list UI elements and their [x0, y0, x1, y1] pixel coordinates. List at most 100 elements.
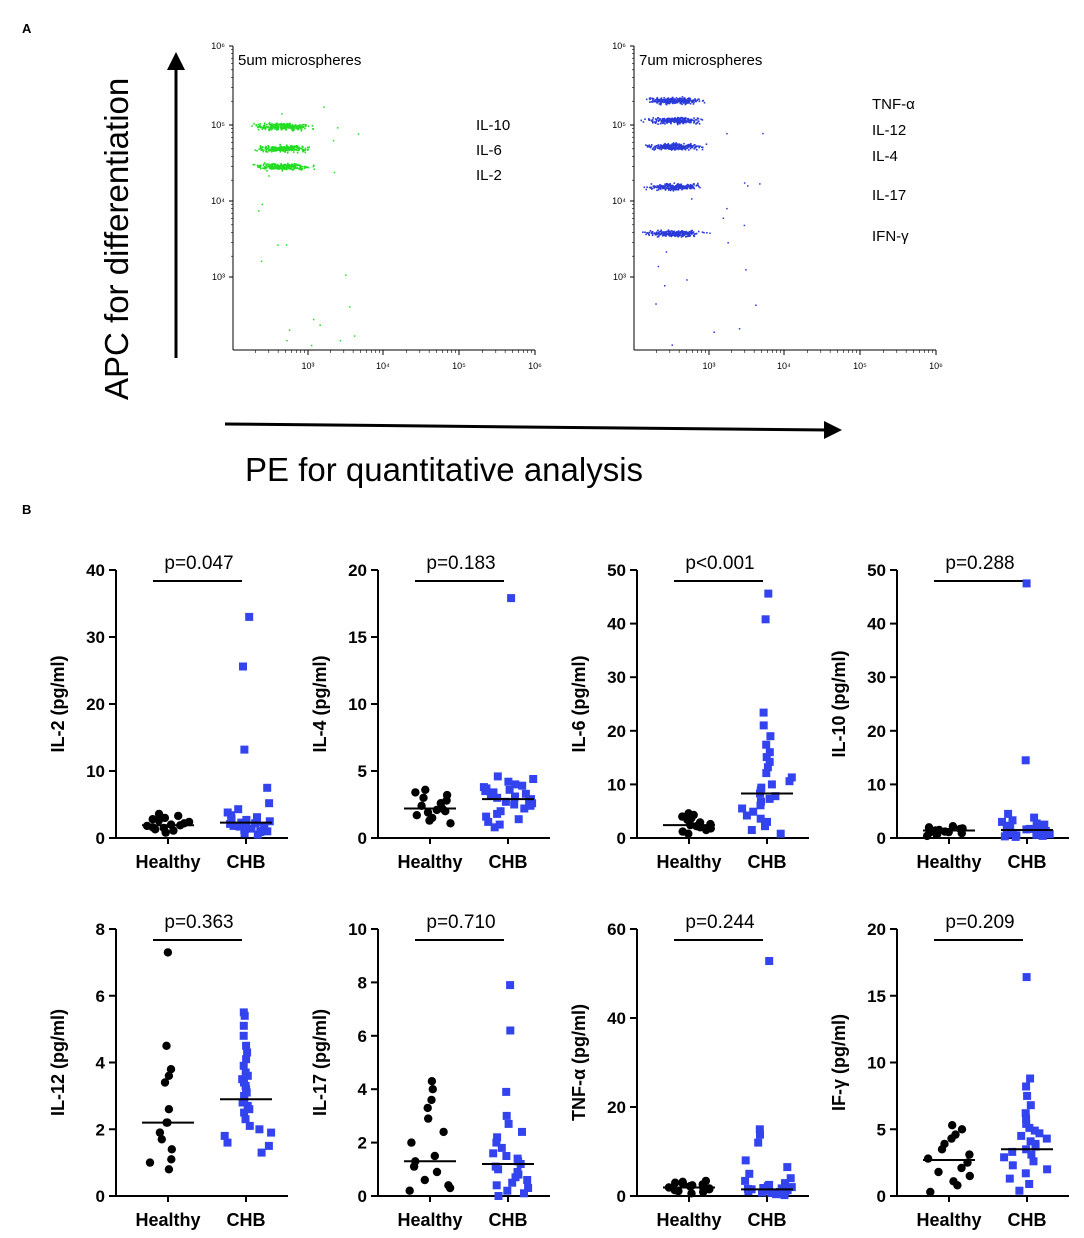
data-point-healthy [423, 808, 433, 817]
flow-event [259, 123, 261, 125]
flow-event [279, 123, 282, 126]
flow-event [655, 100, 658, 103]
flow-event [312, 165, 315, 168]
data-point-healthy [671, 1178, 680, 1187]
flow-event-scatter [727, 242, 729, 244]
flow-event [681, 103, 683, 106]
flow-event [682, 117, 684, 120]
flow-event [668, 101, 670, 104]
flow-event [671, 119, 673, 122]
data-point-healthy [439, 1127, 448, 1137]
flow-event [270, 150, 273, 153]
flow-event [676, 188, 678, 191]
flow-event [694, 99, 697, 102]
series-chb [738, 589, 796, 838]
flow-event [671, 188, 673, 190]
data-point-chb [491, 1162, 500, 1171]
series-chb [479, 594, 538, 832]
y-tick-label: 30 [86, 628, 105, 647]
data-point-chb [504, 1119, 513, 1128]
series-healthy [923, 1121, 974, 1197]
flow-event [299, 124, 301, 126]
data-point-chb [239, 1021, 248, 1030]
y-axis-label: IL-12 (pg/ml) [48, 1009, 68, 1116]
flow-event [693, 148, 696, 150]
data-point-chb [1004, 821, 1013, 830]
flow-x-axis-label: PE for quantitative analysis [245, 451, 643, 488]
y-axis-label: IL-17 (pg/ml) [310, 1009, 330, 1116]
flow-event [257, 123, 260, 126]
flow-event-scatter [663, 143, 665, 146]
flow-event [302, 150, 304, 153]
bead-label: IL-12 [872, 122, 906, 139]
flow-event [282, 127, 284, 129]
flow-event [651, 233, 654, 235]
flow-event-scatter [691, 198, 693, 200]
flow-event [667, 187, 669, 190]
data-point-chb [257, 1148, 266, 1157]
flow-event [651, 231, 653, 233]
flow-event [258, 148, 260, 151]
x-arrow-head [824, 421, 842, 439]
flow-event [666, 184, 668, 186]
data-point-healthy [949, 1177, 958, 1186]
flow-event [689, 183, 692, 186]
flow-event-scatter [323, 106, 325, 108]
flow-event [662, 118, 664, 121]
flow-event [297, 128, 299, 130]
data-point-chb [514, 815, 523, 824]
flow-event [656, 236, 659, 238]
data-point-chb [507, 594, 516, 603]
flow-event [274, 163, 277, 165]
flow-event [266, 151, 269, 153]
flow-event [649, 101, 651, 103]
flow-event [678, 97, 681, 99]
flow-event [656, 185, 658, 187]
flow-event [280, 128, 282, 130]
flow-event [682, 235, 684, 237]
flow-event [652, 185, 655, 188]
flow-event [690, 187, 693, 189]
flow-event [265, 148, 267, 150]
data-point-healthy [162, 1041, 171, 1051]
flow-event [682, 99, 684, 102]
flow-event [666, 147, 669, 150]
x-category-label: CHB [748, 852, 787, 872]
flow-event [670, 235, 673, 238]
data-point-chb [496, 807, 505, 816]
flow-event [654, 118, 657, 120]
flow-event [313, 164, 315, 167]
flow-event [271, 126, 273, 128]
flow-event [307, 148, 309, 151]
flow-event [660, 144, 662, 147]
flow-event [687, 97, 689, 100]
flow-event [277, 149, 279, 151]
flow-event [270, 124, 273, 126]
flow-event [292, 168, 295, 171]
flow-event [284, 151, 286, 153]
flow-event [265, 167, 268, 169]
x-category-label: CHB [1008, 852, 1047, 872]
flow-event [670, 233, 672, 236]
flow-event [683, 185, 685, 188]
flow-event [268, 145, 270, 148]
flow-event [697, 182, 699, 185]
flow-event [280, 164, 282, 166]
flow-event [662, 99, 664, 101]
flow-event [274, 147, 276, 150]
data-point-chb [759, 721, 768, 730]
flow-event [684, 100, 687, 102]
data-point-chb [771, 792, 780, 801]
flow-event [650, 232, 653, 234]
flow-event [666, 183, 669, 185]
y-tick-label: 5 [358, 762, 367, 781]
series-healthy [145, 948, 176, 1174]
flow-event-scatter [713, 331, 715, 333]
flow-event [290, 146, 292, 148]
flow-event [682, 98, 684, 100]
flow-event [680, 101, 682, 104]
flow-event [689, 102, 692, 105]
flow-event [285, 126, 287, 129]
flow-event [655, 120, 658, 123]
flow-event [671, 185, 674, 187]
